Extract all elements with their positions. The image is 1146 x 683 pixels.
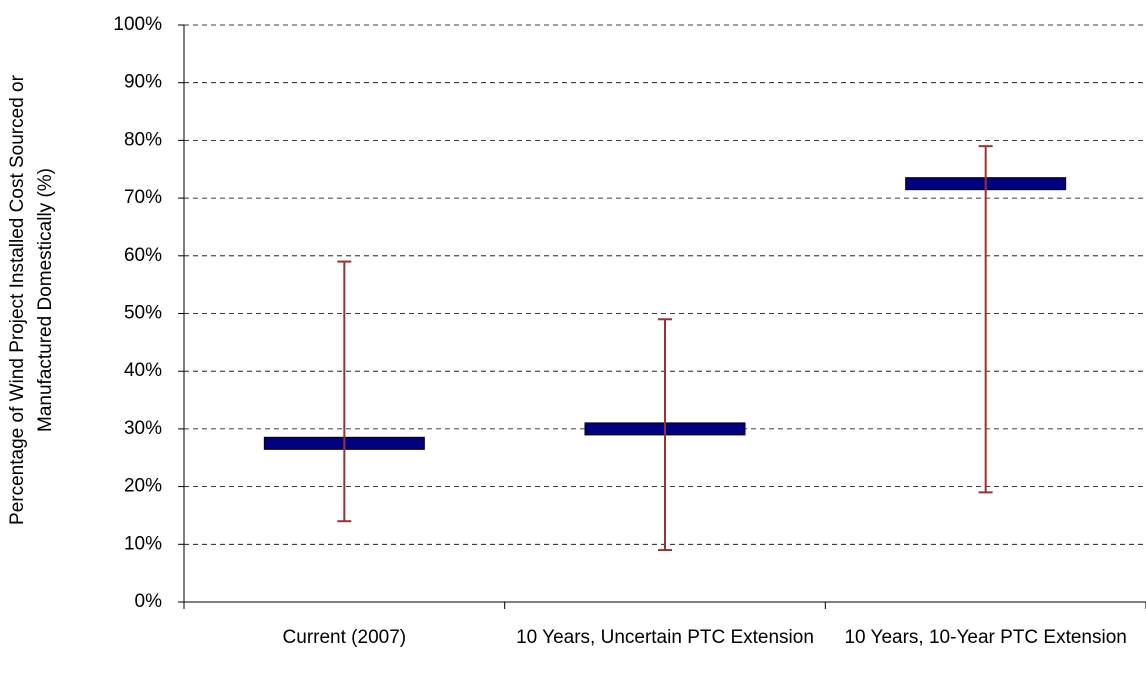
y-tick-label: 20% bbox=[124, 476, 162, 497]
y-tick-label: 90% bbox=[124, 72, 162, 93]
y-tick-label: 30% bbox=[124, 418, 162, 439]
y-axis-label: Percentage of Wind Project Installed Cos… bbox=[7, 74, 28, 525]
y-tick-label: 50% bbox=[124, 303, 162, 324]
y-tick-label: 40% bbox=[124, 360, 162, 381]
x-tick-label: Current (2007) bbox=[282, 627, 407, 648]
y-axis-label: Manufactured Domestically (%) bbox=[35, 168, 56, 432]
y-tick-label: 100% bbox=[113, 14, 162, 35]
y-tick-label: 10% bbox=[124, 533, 162, 554]
x-tick-label: 10 Years, 10-Year PTC Extension bbox=[844, 627, 1127, 648]
y-tick-label: 80% bbox=[124, 129, 162, 150]
y-tick-label: 0% bbox=[135, 591, 163, 612]
y-tick-label: 60% bbox=[124, 245, 162, 266]
y-tick-label: 70% bbox=[124, 187, 162, 208]
x-tick-label: 10 Years, Uncertain PTC Extension bbox=[516, 627, 814, 648]
